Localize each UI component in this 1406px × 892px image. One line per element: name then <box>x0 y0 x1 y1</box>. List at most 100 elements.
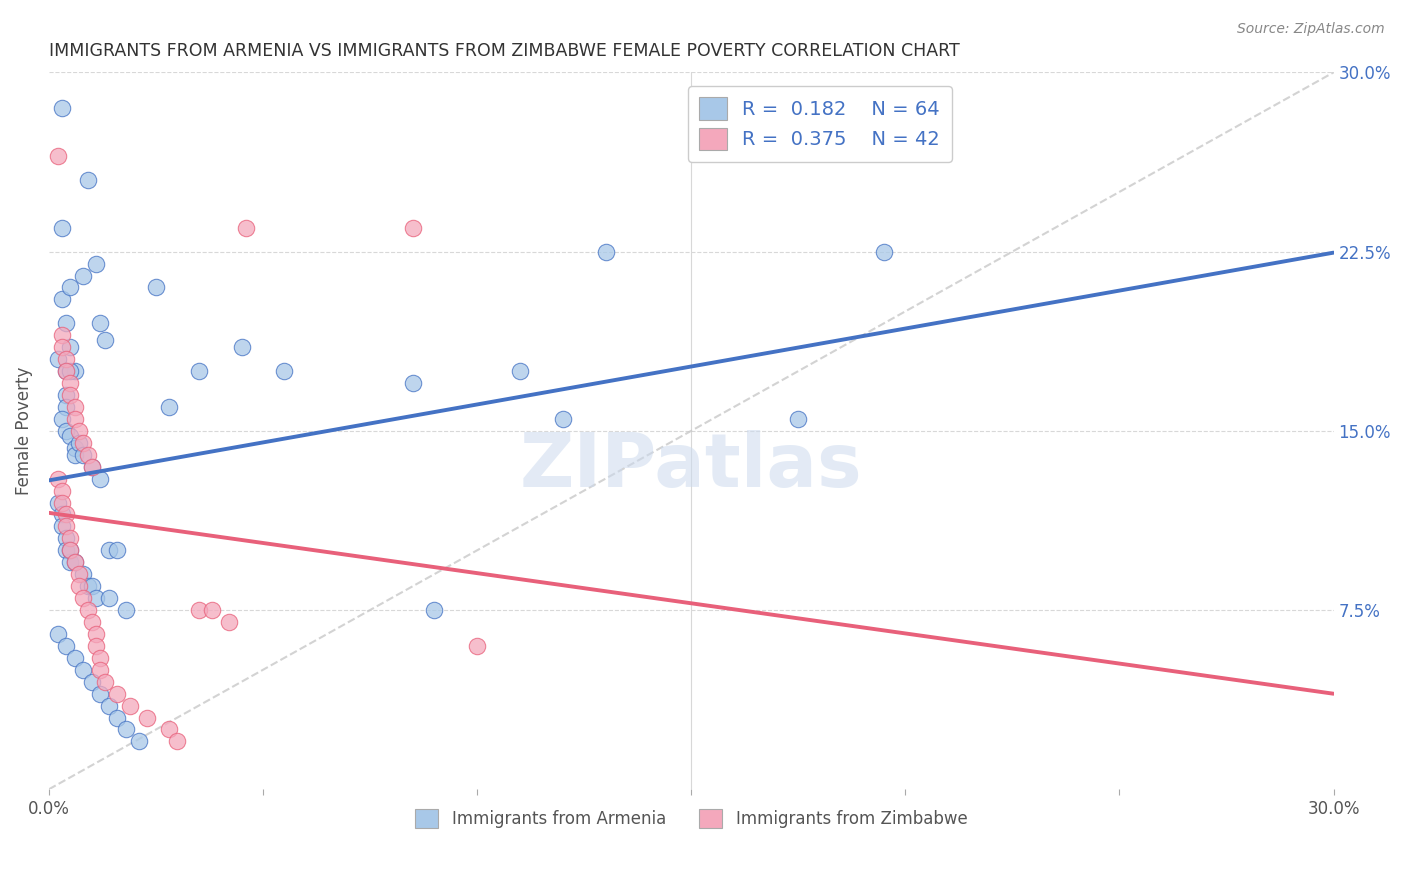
Point <box>67 579 90 593</box>
Point <box>465 639 488 653</box>
Point <box>93 674 115 689</box>
Point <box>63 364 86 378</box>
Point <box>46 352 69 367</box>
Point <box>551 412 574 426</box>
Point <box>55 352 77 367</box>
Point <box>235 220 257 235</box>
Point <box>787 412 810 426</box>
Point <box>136 710 159 724</box>
Point <box>51 293 73 307</box>
Point <box>59 388 82 402</box>
Point <box>59 532 82 546</box>
Point <box>97 698 120 713</box>
Point <box>51 495 73 509</box>
Point <box>59 428 82 442</box>
Point <box>55 519 77 533</box>
Point <box>76 603 98 617</box>
Point <box>67 424 90 438</box>
Point <box>80 615 103 629</box>
Point <box>63 441 86 455</box>
Point <box>201 603 224 617</box>
Point <box>84 627 107 641</box>
Point <box>59 543 82 558</box>
Point <box>51 483 73 498</box>
Point <box>80 459 103 474</box>
Point <box>76 448 98 462</box>
Point <box>55 364 77 378</box>
Point <box>76 579 98 593</box>
Point <box>51 328 73 343</box>
Point <box>63 555 86 569</box>
Point <box>46 627 69 641</box>
Point <box>115 723 138 737</box>
Point <box>55 639 77 653</box>
Point <box>55 388 77 402</box>
Point <box>63 448 86 462</box>
Point <box>402 376 425 390</box>
Point <box>84 639 107 653</box>
Point <box>55 508 77 522</box>
Point <box>423 603 446 617</box>
Point <box>187 603 209 617</box>
Point <box>72 448 94 462</box>
Point <box>89 687 111 701</box>
Point <box>89 472 111 486</box>
Point <box>55 364 77 378</box>
Point <box>46 472 69 486</box>
Point <box>63 400 86 414</box>
Text: IMMIGRANTS FROM ARMENIA VS IMMIGRANTS FROM ZIMBABWE FEMALE POVERTY CORRELATION C: IMMIGRANTS FROM ARMENIA VS IMMIGRANTS FR… <box>49 42 960 60</box>
Point <box>89 650 111 665</box>
Point <box>55 532 77 546</box>
Point <box>115 603 138 617</box>
Point <box>59 555 82 569</box>
Point <box>51 340 73 354</box>
Point <box>59 280 82 294</box>
Point <box>51 508 73 522</box>
Point <box>76 173 98 187</box>
Point <box>67 435 90 450</box>
Point <box>93 333 115 347</box>
Point <box>59 340 82 354</box>
Point <box>120 698 142 713</box>
Point <box>166 734 188 748</box>
Point <box>72 268 94 283</box>
Point <box>72 567 94 582</box>
Point <box>157 400 180 414</box>
Point <box>107 687 129 701</box>
Text: Source: ZipAtlas.com: Source: ZipAtlas.com <box>1237 22 1385 37</box>
Point <box>55 543 77 558</box>
Point <box>72 435 94 450</box>
Point <box>157 723 180 737</box>
Point <box>84 591 107 605</box>
Point <box>51 220 73 235</box>
Point <box>509 364 531 378</box>
Point <box>72 591 94 605</box>
Point <box>97 591 120 605</box>
Point <box>89 663 111 677</box>
Point <box>402 220 425 235</box>
Legend: Immigrants from Armenia, Immigrants from Zimbabwe: Immigrants from Armenia, Immigrants from… <box>408 802 974 835</box>
Point <box>63 412 86 426</box>
Point <box>80 674 103 689</box>
Text: ZIPatlas: ZIPatlas <box>520 430 862 503</box>
Point <box>63 555 86 569</box>
Point <box>59 543 82 558</box>
Point <box>46 149 69 163</box>
Point <box>55 424 77 438</box>
Point <box>59 376 82 390</box>
Point <box>107 543 129 558</box>
Point <box>51 519 73 533</box>
Point <box>46 495 69 509</box>
Point <box>72 663 94 677</box>
Point <box>231 340 253 354</box>
Point <box>80 459 103 474</box>
Point <box>89 316 111 330</box>
Point <box>55 400 77 414</box>
Point <box>51 101 73 115</box>
Point <box>80 579 103 593</box>
Y-axis label: Female Poverty: Female Poverty <box>15 367 32 495</box>
Point <box>84 256 107 270</box>
Point <box>187 364 209 378</box>
Point <box>63 650 86 665</box>
Point <box>51 412 73 426</box>
